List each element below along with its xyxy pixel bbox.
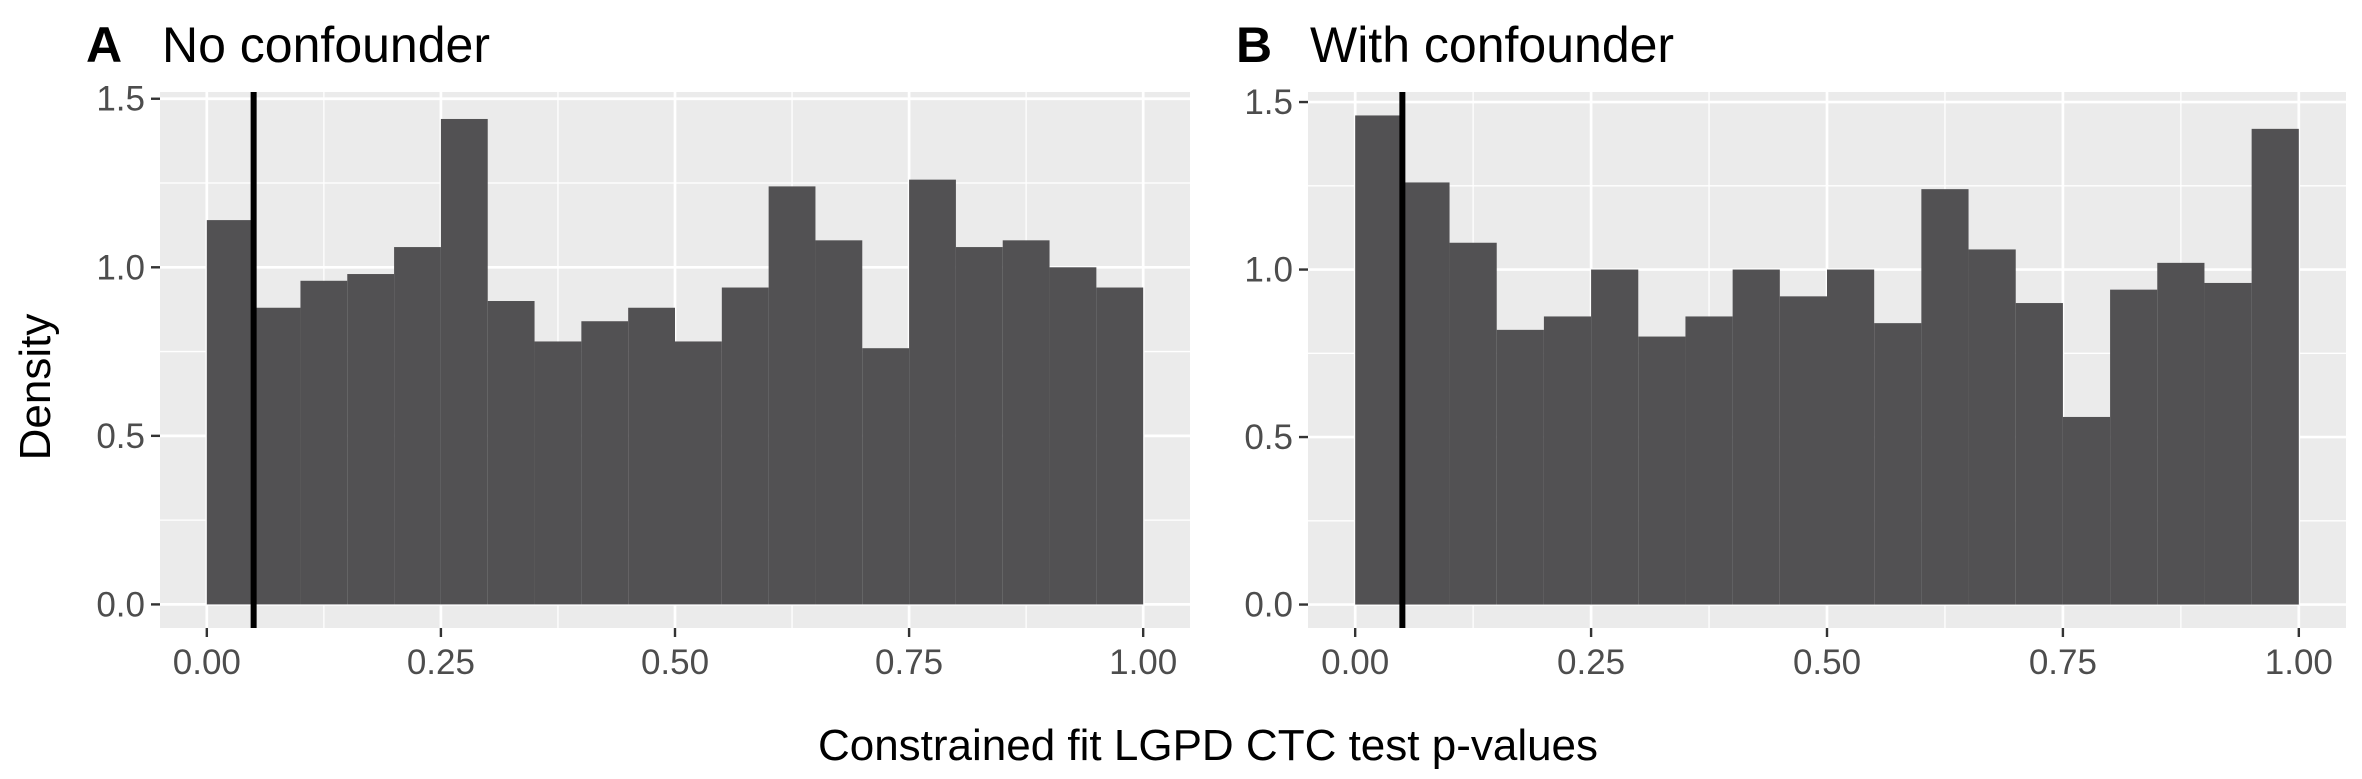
- x-tick-label: 0.50: [641, 643, 709, 682]
- y-tick-label: 1.0: [1244, 251, 1293, 290]
- histogram-bar: [2062, 416, 2111, 605]
- histogram-bar: [1402, 182, 1450, 605]
- panel-title: With confounder: [1310, 17, 1674, 73]
- y-axis-title: Density: [11, 314, 60, 461]
- histogram-bar: [1049, 267, 1097, 605]
- histogram-bar: [1968, 249, 2016, 605]
- histogram-bar: [909, 179, 956, 605]
- x-tick-label: 0.25: [1557, 643, 1625, 682]
- histogram-bar: [206, 220, 254, 605]
- panel-b: 0.00 0.25 0.50 0.75 1.00 0.0 0.5 1.0 1.5 B With co…: [1236, 17, 2346, 682]
- panel-title: No confounder: [162, 17, 490, 73]
- histogram-bar: [300, 280, 348, 605]
- histogram-bar: [1732, 269, 1780, 605]
- y-tick-label: 0.5: [1244, 418, 1293, 457]
- histogram-bar: [815, 240, 863, 605]
- histogram-bar: [1779, 296, 1827, 605]
- x-tick-label: 1.00: [2265, 643, 2333, 682]
- histogram-bar: [1096, 287, 1144, 605]
- histogram-bar: [2110, 289, 2158, 605]
- histogram-bar: [1002, 240, 1050, 605]
- histogram-bar: [1591, 269, 1639, 605]
- histogram-bar: [1543, 316, 1592, 605]
- histogram-bar: [628, 307, 675, 605]
- x-tick-label: 0.75: [2029, 643, 2097, 682]
- x-tick-label: 0.00: [173, 643, 241, 682]
- y-tick-label: 1.5: [96, 80, 145, 119]
- histogram-bar: [347, 274, 395, 605]
- y-tick-label: 0.5: [96, 417, 145, 456]
- histogram-bar: [581, 321, 629, 605]
- histogram-bar: [721, 287, 769, 605]
- x-axis-title: Constrained fit LGPD CTC test p-values: [818, 721, 1598, 770]
- x-tick-label: 0.75: [875, 643, 943, 682]
- histogram-bar: [1921, 189, 1969, 605]
- histogram-bar: [768, 186, 816, 605]
- x-tick-label: 0.50: [1793, 643, 1861, 682]
- histogram-bar: [1874, 323, 1922, 605]
- y-tick-label: 0.0: [1244, 586, 1293, 625]
- y-tick-label: 1.0: [96, 248, 145, 287]
- y-tick-label: 0.0: [96, 585, 145, 624]
- panel-a: 0.00 0.25 0.50 0.75 1.00 0.0 0.5 1.0 1.5 A No conf…: [86, 17, 1190, 682]
- histogram-bar: [1449, 242, 1497, 605]
- histogram-bar: [1827, 269, 1875, 605]
- x-tick-label: 0.00: [1321, 643, 1389, 682]
- histogram-bar: [862, 348, 910, 605]
- histogram-bar: [1496, 329, 1544, 605]
- histogram-bar: [487, 301, 535, 605]
- histogram-bar: [440, 118, 488, 605]
- histogram-bar: [2204, 282, 2252, 605]
- panel-tag: A: [86, 17, 122, 73]
- histogram-bar: [2015, 303, 2063, 605]
- x-tick-label: 0.25: [407, 643, 475, 682]
- y-tick-label: 1.5: [1244, 83, 1293, 122]
- histogram-bar: [534, 341, 582, 605]
- histogram-bar: [1355, 115, 1403, 605]
- x-tick-label: 1.00: [1109, 643, 1177, 682]
- histogram-bar: [253, 307, 301, 605]
- histogram-bar: [1685, 316, 1733, 605]
- histogram-bar: [2251, 128, 2299, 605]
- histogram-bar: [955, 247, 1003, 605]
- panel-tag: B: [1236, 17, 1272, 73]
- histogram-bar: [1638, 336, 1686, 605]
- histogram-bar: [2157, 262, 2205, 605]
- histogram-bar: [675, 341, 722, 605]
- histogram-bar: [394, 247, 441, 605]
